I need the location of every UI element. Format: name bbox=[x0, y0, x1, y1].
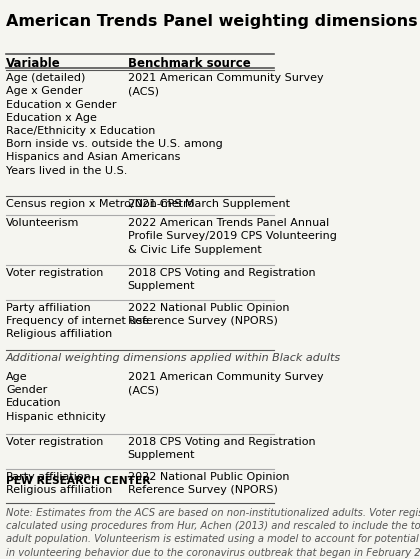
Text: 2018 CPS Voting and Registration
Supplement: 2018 CPS Voting and Registration Supplem… bbox=[128, 268, 315, 291]
Text: American Trends Panel weighting dimensions: American Trends Panel weighting dimensio… bbox=[6, 14, 418, 29]
Text: Age (detailed)
Age x Gender
Education x Gender
Education x Age
Race/Ethnicity x : Age (detailed) Age x Gender Education x … bbox=[6, 73, 223, 176]
Text: 2022 National Public Opinion
Reference Survey (NPORS): 2022 National Public Opinion Reference S… bbox=[128, 472, 289, 495]
Text: Voter registration: Voter registration bbox=[6, 268, 103, 278]
Text: 2021 American Community Survey
(ACS): 2021 American Community Survey (ACS) bbox=[128, 73, 323, 96]
Text: Party affiliation
Frequency of internet use
Religious affiliation: Party affiliation Frequency of internet … bbox=[6, 302, 149, 339]
Text: 2021 American Community Survey
(ACS): 2021 American Community Survey (ACS) bbox=[128, 372, 323, 395]
Text: 2021 CPS March Supplement: 2021 CPS March Supplement bbox=[128, 198, 289, 209]
Text: 2018 CPS Voting and Registration
Supplement: 2018 CPS Voting and Registration Supplem… bbox=[128, 437, 315, 460]
Text: Variable: Variable bbox=[6, 58, 61, 70]
Text: Note: Estimates from the ACS are based on non-institutionalized adults. Voter re: Note: Estimates from the ACS are based o… bbox=[6, 508, 420, 557]
Text: Volunteerism: Volunteerism bbox=[6, 218, 79, 228]
Text: 2022 American Trends Panel Annual
Profile Survey/2019 CPS Volunteering
& Civic L: 2022 American Trends Panel Annual Profil… bbox=[128, 218, 336, 254]
Text: Additional weighting dimensions applied within Black adults: Additional weighting dimensions applied … bbox=[6, 353, 341, 362]
Text: Age
Gender
Education
Hispanic ethnicity: Age Gender Education Hispanic ethnicity bbox=[6, 372, 106, 421]
Text: Party affiliation
Religious affiliation: Party affiliation Religious affiliation bbox=[6, 472, 112, 495]
Text: Benchmark source: Benchmark source bbox=[128, 58, 250, 70]
Text: 2022 National Public Opinion
Reference Survey (NPORS): 2022 National Public Opinion Reference S… bbox=[128, 302, 289, 326]
Text: Census region x Metro/Non-metro: Census region x Metro/Non-metro bbox=[6, 198, 194, 209]
Text: PEW RESEARCH CENTER: PEW RESEARCH CENTER bbox=[6, 476, 150, 486]
Text: Voter registration: Voter registration bbox=[6, 437, 103, 447]
